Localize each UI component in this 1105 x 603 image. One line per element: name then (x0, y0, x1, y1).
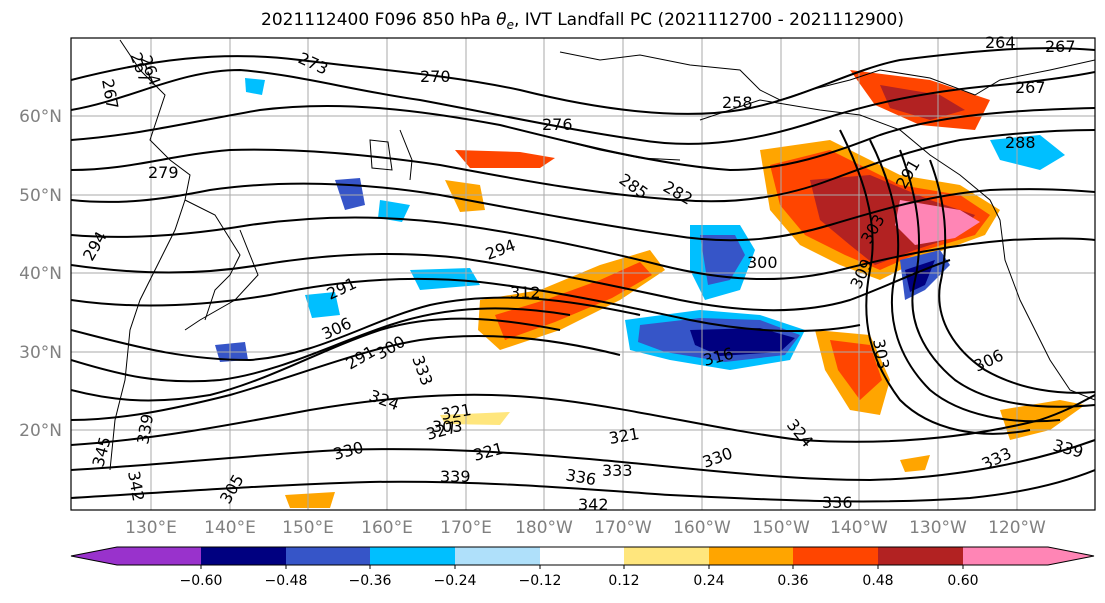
lat-label-60n: 60°N (19, 107, 62, 127)
lon-label-180w: 180°W (515, 518, 573, 538)
svg-text:303: 303 (432, 417, 463, 436)
lat-label-30n: 30°N (19, 343, 62, 363)
svg-text:258: 258 (722, 93, 753, 112)
cb-tick-label: −0.12 (519, 573, 562, 589)
cb-tick-label: 0.24 (693, 573, 724, 589)
lon-label-170e: 170°E (440, 518, 492, 538)
lon-label-160w: 160°W (673, 518, 731, 538)
colorbar-segment (71, 547, 201, 565)
colorbar-ticks (200, 565, 964, 569)
lon-label-130w: 130°W (909, 518, 967, 538)
colorbar-segment (793, 547, 878, 565)
cb-tick-label: −0.60 (180, 573, 223, 589)
cb-tick-label: 0.48 (862, 573, 893, 589)
svg-text:312: 312 (510, 283, 541, 302)
colorbar: −0.60 −0.48 −0.36 −0.24 −0.12 0.12 0.24 … (70, 546, 1095, 589)
map-panel: 267 264 273 270 258 267 264 267 267 276 … (70, 33, 1096, 514)
lon-label-140w: 140°W (830, 518, 888, 538)
svg-text:267: 267 (1045, 37, 1076, 56)
cb-tick-label: 0.60 (947, 573, 978, 589)
colorbar-outline (70, 546, 1095, 566)
svg-text:339: 339 (440, 467, 471, 486)
svg-text:279: 279 (148, 163, 179, 182)
svg-text:300: 300 (747, 253, 778, 272)
map-frame (70, 37, 1096, 511)
svg-text:264: 264 (985, 33, 1016, 52)
svg-text:342: 342 (578, 495, 609, 514)
colorbar-segment (878, 547, 963, 565)
svg-text:267: 267 (1015, 78, 1046, 97)
colorbar-segment (370, 547, 455, 565)
map-title: 2021112400 F096 850 hPa θe, IVT Landfall… (261, 10, 904, 32)
cb-tick-label: −0.48 (265, 573, 308, 589)
lon-label-170w: 170°W (594, 518, 652, 538)
svg-text:333: 333 (602, 461, 633, 480)
colorbar-segment (201, 547, 286, 565)
cb-tick-label: −0.36 (349, 573, 392, 589)
svg-text:288: 288 (1005, 133, 1036, 152)
lon-label-160e: 160°E (361, 518, 413, 538)
colorbar-segment (963, 547, 1094, 565)
lat-label-40n: 40°N (19, 264, 62, 284)
colorbar-segment (709, 547, 793, 565)
svg-text:270: 270 (420, 67, 451, 86)
svg-text:336: 336 (822, 493, 853, 512)
lon-label-130e: 130°E (125, 518, 177, 538)
lat-label-20n: 20°N (19, 421, 62, 441)
longitude-labels: 130°E 140°E 150°E 160°E 170°E 180°W 170°… (125, 518, 1046, 538)
theta-e-contours (71, 47, 1095, 503)
cb-tick-label: 0.36 (777, 573, 808, 589)
lon-label-120w: 120°W (988, 518, 1046, 538)
colorbar-segment (286, 547, 370, 565)
colorbar-segment (540, 547, 582, 565)
colorbar-segment (455, 547, 540, 565)
colorbar-segments (71, 547, 1094, 565)
lat-label-50n: 50°N (19, 186, 62, 206)
cb-tick-label: −0.24 (434, 573, 477, 589)
lon-label-150w: 150°W (752, 518, 810, 538)
lon-label-150e: 150°E (282, 518, 334, 538)
colorbar-segment (624, 547, 709, 565)
lon-label-140e: 140°E (204, 518, 256, 538)
latitude-labels: 60°N 50°N 40°N 30°N 20°N (19, 107, 62, 441)
colorbar-segment (582, 547, 624, 565)
cb-tick-label: 0.12 (608, 573, 639, 589)
svg-text:276: 276 (542, 115, 573, 134)
